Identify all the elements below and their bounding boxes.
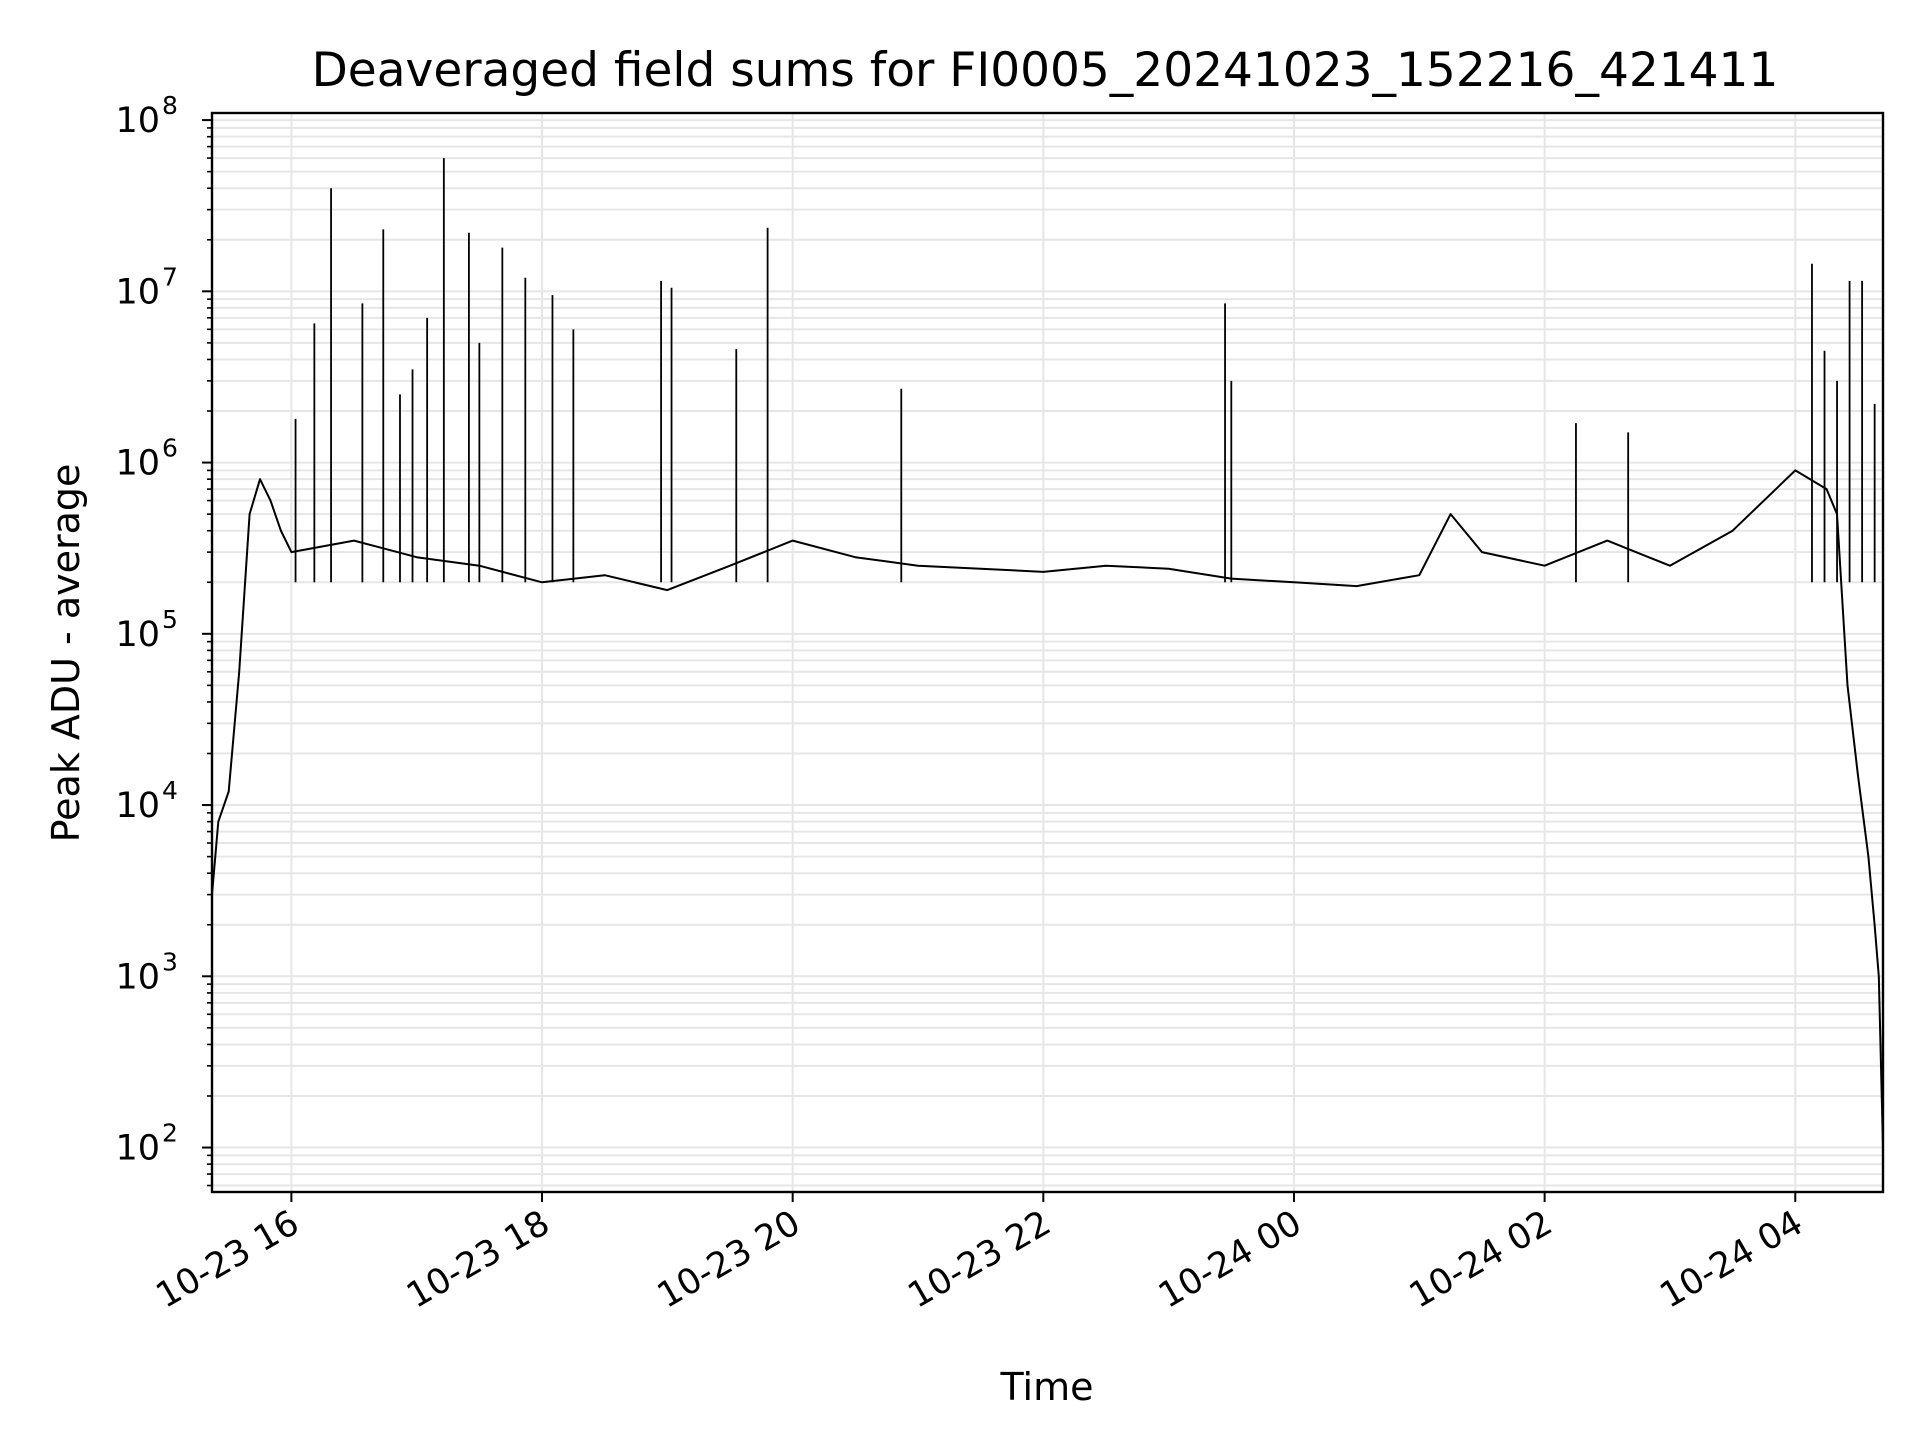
plot-frame: [210, 111, 1885, 1194]
y-tick-exponent: 4: [162, 776, 178, 805]
y-axis-label: Peak ADU - average: [44, 464, 88, 843]
y-tick-exponent: 8: [162, 91, 178, 120]
y-tick-exponent: 7: [162, 262, 178, 291]
grid-lines: [212, 113, 1883, 1192]
y-tick-exponent: 3: [162, 947, 178, 976]
series-line: [211, 469, 1884, 1148]
y-tick-label: 10: [115, 272, 160, 312]
y-tick-exponent: 6: [162, 434, 178, 463]
y-tick-label: 10: [115, 615, 160, 655]
data-series: [211, 469, 1884, 1148]
chart-title: Deaveraged field sums for FI0005_2024102…: [312, 43, 1779, 98]
spike-series: [294, 158, 1876, 583]
y-tick-exponent: 2: [162, 1119, 178, 1148]
y-tick-label: 10: [115, 786, 160, 826]
x-axis-label: Time: [1000, 1365, 1094, 1409]
y-tick-label: 10: [115, 101, 160, 141]
y-tick-label: 10: [115, 444, 160, 484]
y-tick-label: 10: [115, 957, 160, 997]
y-tick-exponent: 5: [162, 605, 178, 634]
y-tick-label: 10: [115, 1129, 160, 1169]
